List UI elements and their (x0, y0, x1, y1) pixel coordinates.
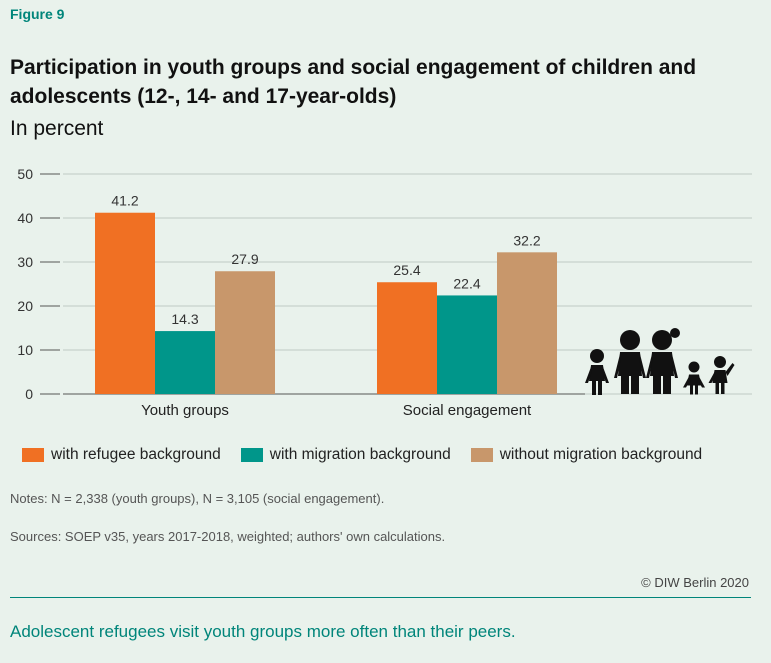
data-label: 25.4 (393, 262, 420, 278)
legend-label-migration: with migration background (269, 446, 451, 463)
legend-label-refugee: with refugee background (51, 446, 221, 463)
y-tick-label: 50 (17, 166, 33, 182)
legend-item-migration: with migration background (240, 446, 451, 464)
y-tick-label: 40 (17, 210, 33, 226)
chart-legend: with refugee background with migration b… (22, 446, 702, 464)
bar (497, 252, 557, 394)
bar (377, 282, 437, 394)
legend-swatch-migration (240, 448, 263, 462)
sources-text: Sources: SOEP v35, years 2017-2018, weig… (10, 529, 446, 544)
bar (95, 212, 155, 394)
x-tick-label: Youth groups (141, 402, 229, 419)
copyright-text: © DIW Berlin 2020 (641, 575, 749, 590)
bar (155, 331, 215, 394)
chart-subtitle: In percent (10, 117, 104, 140)
bar (437, 295, 497, 394)
legend-label-without-migration: without migration background (499, 446, 703, 463)
data-label: 32.2 (513, 232, 540, 248)
legend-swatch-refugee (22, 448, 44, 462)
figure-caption: Adolescent refugees visit youth groups m… (10, 622, 516, 641)
y-tick-label: 30 (17, 254, 33, 270)
chart-title: Participation in youth groups and social… (10, 56, 697, 108)
y-tick-label: 20 (17, 298, 33, 314)
data-label: 27.9 (231, 251, 258, 267)
bar (215, 271, 275, 394)
divider-line (10, 597, 751, 598)
figure-label: Figure 9 (10, 6, 65, 22)
y-tick-label: 10 (17, 342, 33, 358)
legend-swatch-without-migration (470, 448, 493, 462)
x-tick-label: Social engagement (403, 402, 532, 419)
data-label: 41.2 (111, 193, 138, 209)
children-silhouette-icon (585, 328, 735, 395)
notes-text: Notes: N = 2,338 (youth groups), N = 3,1… (10, 491, 385, 506)
legend-item-without-migration: without migration background (470, 446, 703, 464)
legend-item-refugee: with refugee background (22, 446, 221, 464)
bar-chart: 0 10 20 30 40 50 41.2 14.3 27.9 Youth groups 25.4 2… (17, 166, 752, 419)
data-label: 14.3 (171, 311, 198, 327)
y-tick-label: 0 (25, 386, 33, 402)
data-label: 22.4 (453, 275, 480, 291)
